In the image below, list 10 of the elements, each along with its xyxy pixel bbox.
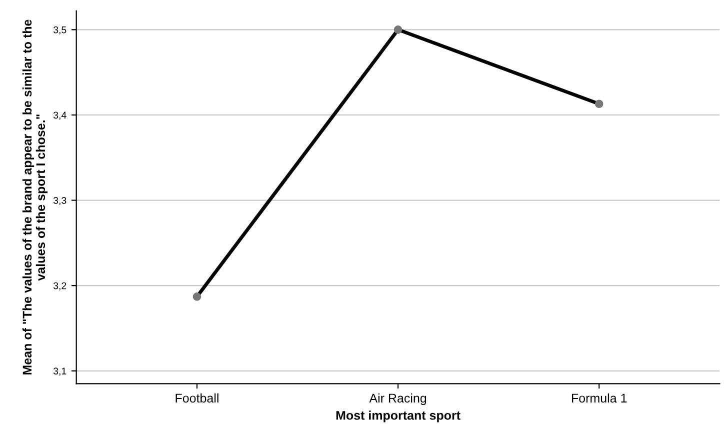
y-tick-label: 3,3	[53, 197, 66, 206]
x-tick-label: Air Racing	[369, 393, 426, 406]
x-axis-title: Most important sport	[336, 410, 460, 422]
y-tick-label: 3,4	[53, 112, 66, 120]
x-tick-label: Football	[176, 393, 218, 403]
y-tick-label: 3,2	[53, 282, 66, 290]
y-tick-label: 3,5	[53, 26, 66, 34]
y-axis-title: Mean of "The values of the brand appear to be similar to the values of the sport I chose."	[22, 20, 48, 374]
x-tick-label: Formula 1	[572, 393, 627, 403]
y-tick-label: 3,1	[53, 368, 66, 376]
